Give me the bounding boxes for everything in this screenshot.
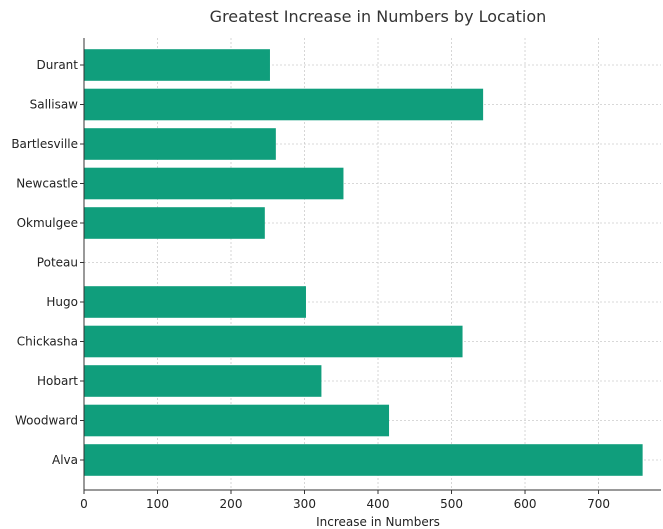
bars	[84, 49, 643, 476]
x-tick-label: 500	[440, 497, 463, 511]
y-tick-label: Alva	[52, 453, 78, 467]
y-tick-label: Durant	[37, 58, 79, 72]
bar-newcastle	[84, 167, 344, 200]
y-tick-label: Okmulgee	[17, 216, 78, 230]
bar-okmulgee	[84, 207, 265, 239]
bar-durant	[84, 49, 270, 81]
x-tick-label: 600	[514, 497, 537, 511]
y-tick-label: Newcastle	[16, 177, 78, 191]
y-tick-label: Woodward	[15, 414, 78, 428]
y-tick-label: Hobart	[37, 374, 78, 388]
x-tick-label: 200	[220, 497, 243, 511]
x-tick-label: 0	[80, 497, 88, 511]
y-tick-label: Bartlesville	[11, 137, 78, 151]
x-axis-label: Increase in Numbers	[316, 515, 440, 529]
x-tick-labels: 0 100 200 300 400 500 600 700	[80, 490, 610, 511]
bar-sallisaw	[84, 88, 484, 121]
x-tick-label: 100	[146, 497, 169, 511]
x-tick-label: 400	[367, 497, 390, 511]
bar-hugo	[84, 286, 306, 318]
axes	[83, 38, 661, 491]
y-tick-label: Sallisaw	[30, 98, 79, 112]
y-tick-label: Poteau	[37, 256, 78, 270]
bar-hobart	[84, 365, 322, 397]
bar-alva	[84, 444, 643, 476]
chart-title: Greatest Increase in Numbers by Location	[210, 7, 547, 26]
x-tick-label: 300	[293, 497, 316, 511]
y-tick-labels: Alva Woodward Hobart Chickasha Hugo Poteau Okm…	[11, 58, 84, 467]
y-tick-label: Hugo	[46, 295, 78, 309]
bar-woodward	[84, 404, 390, 437]
y-tick-label: Chickasha	[17, 335, 78, 349]
x-tick-label: 700	[587, 497, 610, 511]
bar-chickasha	[84, 325, 463, 358]
bar-bartlesville	[84, 128, 276, 160]
